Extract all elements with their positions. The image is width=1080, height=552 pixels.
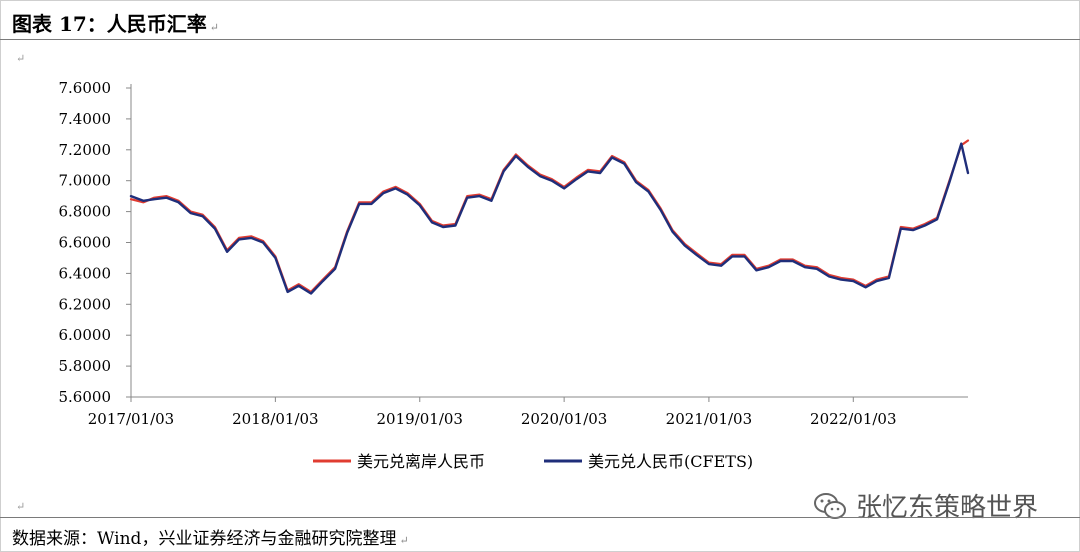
y-tick-label: 5.8000: [59, 357, 112, 375]
paragraph-mark-icon: ↵: [209, 21, 220, 34]
y-tick-label: 6.4000: [59, 264, 112, 282]
y-tick-label: 7.2000: [59, 141, 112, 159]
x-tick-label: 2019/01/03: [377, 410, 463, 428]
x-tick-label: 2018/01/03: [232, 410, 318, 428]
source-note: 数据来源：Wind，兴业证券经济与金融研究院整理 ↵: [12, 524, 409, 549]
x-tick-label: 2017/01/03: [88, 410, 174, 428]
legend-label-offshore: 美元兑离岸人民币: [357, 452, 485, 471]
y-tick-label: 7.0000: [59, 172, 112, 190]
y-tick-label: 5.6000: [59, 388, 112, 406]
source-text: 数据来源：Wind，兴业证券经济与金融研究院整理: [12, 529, 397, 549]
wechat-icon: [814, 492, 846, 519]
watermark-text: 张忆东策略世界: [856, 493, 1039, 523]
series-line-cfets: [129, 142, 970, 295]
legend-label-cfets: 美元兑人民币(CFETS): [588, 452, 753, 471]
y-tick-label: 7.4000: [59, 110, 112, 128]
y-tick-label: 6.6000: [59, 234, 112, 252]
exchange-rate-chart: 7.6000 7.4000 7.2000 7.0000 6.8000 6.6000 6.40…: [59, 79, 970, 471]
x-tick-label: 2022/01/03: [810, 410, 896, 428]
paragraph-mark-icon: ↵: [16, 500, 26, 513]
figure-title-text: 图表 17：人民币汇率: [12, 12, 207, 36]
y-tick-label: 6.2000: [59, 295, 112, 313]
paragraph-mark-icon: ↵: [16, 52, 26, 65]
figure-title: 图表 17：人民币汇率 ↵: [12, 8, 219, 37]
y-tick-label: 6.8000: [59, 203, 112, 221]
y-tick-label: 6.0000: [59, 326, 112, 344]
x-tick-label: 2021/01/03: [666, 410, 752, 428]
series-line-offshore: [129, 139, 970, 293]
paragraph-mark-icon: ↵: [399, 534, 409, 547]
y-tick-label: 7.6000: [59, 79, 112, 97]
footer-rule: [0, 517, 1080, 518]
watermark: 张忆东策略世界: [812, 487, 1038, 524]
header-rule: [0, 39, 1080, 40]
x-tick-label: 2020/01/03: [521, 410, 607, 428]
